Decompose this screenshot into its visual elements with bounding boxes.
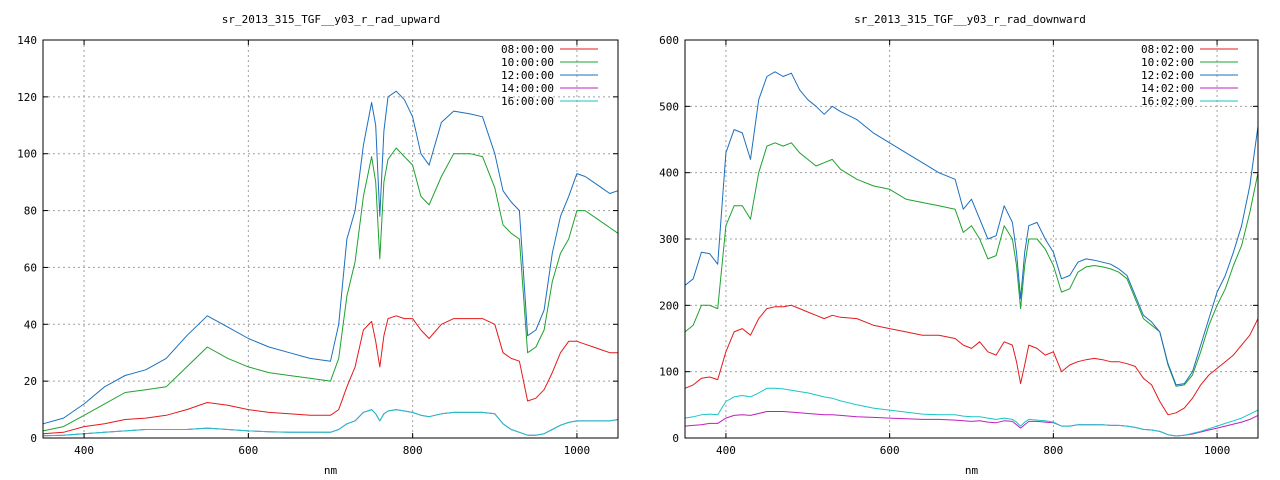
legend-label: 14:02:00 <box>1141 82 1194 95</box>
legend-label: 08:02:00 <box>1141 43 1194 56</box>
x-tick-label: 600 <box>880 444 900 457</box>
y-tick-label: 20 <box>24 375 37 388</box>
series-line-100200 <box>684 142 1259 387</box>
downward-radiance-chart: 0 100 200 300 400 500 600 400 600 800 1000 sr_2013_… <box>659 13 1259 477</box>
x-tick-label: 800 <box>1043 444 1063 457</box>
y-tick-label: 600 <box>659 34 679 47</box>
series-group <box>42 90 619 437</box>
series-line-120000 <box>42 90 619 425</box>
series-line-160200 <box>684 387 1259 437</box>
legend-label: 10:00:00 <box>501 56 554 69</box>
y-tick-label: 400 <box>659 167 679 180</box>
x-axis-label: nm <box>324 464 338 477</box>
y-tick-label: 140 <box>17 34 37 47</box>
x-tick-label: 1000 <box>1204 444 1231 457</box>
upward-radiance-chart: 0 20 40 60 80 100 120 140 400 600 800 1000 sr_2013_3… <box>17 13 619 477</box>
legend-label: 16:02:00 <box>1141 95 1194 108</box>
chart-title: sr_2013_315_TGF__y03_r_rad_downward <box>854 13 1086 26</box>
plot-frame <box>42 39 619 439</box>
series-line-080200 <box>684 304 1259 416</box>
y-tick-label: 100 <box>659 366 679 379</box>
chart-title: sr_2013_315_TGF__y03_r_rad_upward <box>222 13 441 26</box>
x-axis-label: nm <box>965 464 979 477</box>
y-tick-label: 0 <box>672 432 679 445</box>
y-tick-label: 100 <box>17 148 37 161</box>
y-tick-label: 300 <box>659 233 679 246</box>
y-tick-label: 40 <box>24 318 37 331</box>
series-line-100000 <box>42 147 619 432</box>
x-tick-label: 600 <box>238 444 258 457</box>
legend-label: 08:00:00 <box>501 43 554 56</box>
y-tick-label: 0 <box>30 432 37 445</box>
y-tick-label: 60 <box>24 261 37 274</box>
y-tick-label: 80 <box>24 205 37 218</box>
x-tick-label: 400 <box>74 444 94 457</box>
x-tick-label: 400 <box>716 444 736 457</box>
series-line-140200 <box>684 411 1259 437</box>
x-tick-label: 1000 <box>564 444 591 457</box>
series-group <box>684 71 1259 437</box>
series-line-160000 <box>42 409 619 437</box>
y-tick-label: 200 <box>659 299 679 312</box>
legend-label: 12:00:00 <box>501 69 554 82</box>
series-line-120200 <box>684 71 1259 386</box>
legend-label: 16:00:00 <box>501 95 554 108</box>
y-tick-label: 500 <box>659 100 679 113</box>
legend-label: 10:02:00 <box>1141 56 1194 69</box>
x-tick-label: 800 <box>403 444 423 457</box>
legend-label: 12:02:00 <box>1141 69 1194 82</box>
legend-label: 14:00:00 <box>501 82 554 95</box>
y-tick-label: 120 <box>17 91 37 104</box>
series-line-080000 <box>42 315 618 435</box>
